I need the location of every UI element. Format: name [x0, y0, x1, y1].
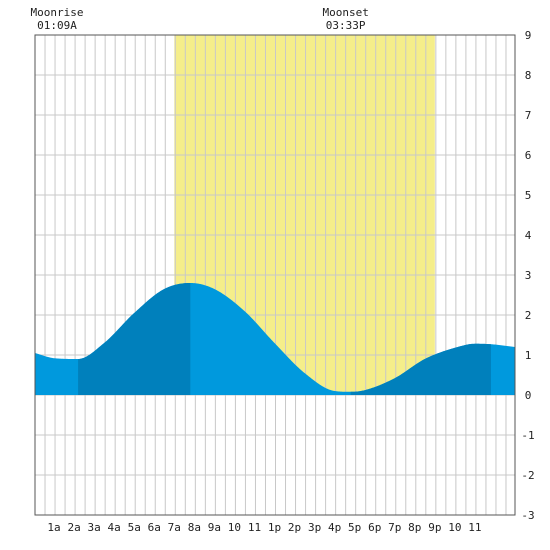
x-tick-label: 10 — [228, 521, 241, 534]
moon-event-label: Moonrise — [31, 6, 84, 19]
tide-area — [35, 283, 515, 395]
tide-area-dark-band — [78, 283, 191, 395]
x-tick-label: 10 — [448, 521, 461, 534]
y-tick-labels: 9 8 7 6 5 4 3 2 1 0 -1 -2 -3 — [521, 29, 534, 522]
x-tick-label: 9a — [208, 521, 221, 534]
moon-event-time: 01:09A — [37, 19, 77, 32]
moon-event-time: 03:33P — [326, 19, 366, 32]
y-tick-label: -1 — [521, 429, 534, 442]
x-tick-label: 8p — [408, 521, 421, 534]
moon-event-label: Moonset — [322, 6, 368, 19]
x-tick-label: 1a — [47, 521, 60, 534]
y-tick-label: -2 — [521, 469, 534, 482]
x-tick-label: 5a — [128, 521, 141, 534]
y-tick-label: 8 — [525, 69, 532, 82]
x-tick-label: 2a — [67, 521, 80, 534]
x-tick-label: 4a — [108, 521, 121, 534]
tide-area-dark-band — [350, 343, 491, 395]
y-tick-label: 7 — [525, 109, 532, 122]
x-tick-label: 11 — [468, 521, 481, 534]
y-tick-label: 0 — [525, 389, 532, 402]
y-tick-label: 5 — [525, 189, 532, 202]
x-tick-label: 4p — [328, 521, 341, 534]
x-tick-label: 7a — [168, 521, 181, 534]
x-tick-label: 2p — [288, 521, 301, 534]
y-tick-label: 3 — [525, 269, 532, 282]
x-tick-label: 8a — [188, 521, 201, 534]
x-tick-label: 7p — [388, 521, 401, 534]
x-tick-label: 5p — [348, 521, 361, 534]
y-tick-label: -3 — [521, 509, 534, 522]
x-tick-label: 6a — [148, 521, 161, 534]
y-tick-label: 1 — [525, 349, 532, 362]
x-tick-label: 1p — [268, 521, 281, 534]
x-tick-label: 9p — [428, 521, 441, 534]
grid-lines — [35, 34, 515, 516]
x-tick-label: 6p — [368, 521, 381, 534]
plot-border — [34, 34, 516, 516]
y-tick-label: 9 — [525, 29, 532, 42]
x-tick-labels: 1a 2a 3a 4a 5a 6a 7a 8a 9a 10 11 1p 2p 3p 4p 5p 6p 7p 8p 9p… — [47, 521, 481, 534]
x-tick-label: 3a — [87, 521, 100, 534]
y-tick-label: 6 — [525, 149, 532, 162]
y-tick-label: 4 — [525, 229, 532, 242]
x-tick-label: 11 — [248, 521, 261, 534]
axis-frame — [34, 34, 516, 516]
y-tick-label: 2 — [525, 309, 532, 322]
x-tick-label: 3p — [308, 521, 321, 534]
